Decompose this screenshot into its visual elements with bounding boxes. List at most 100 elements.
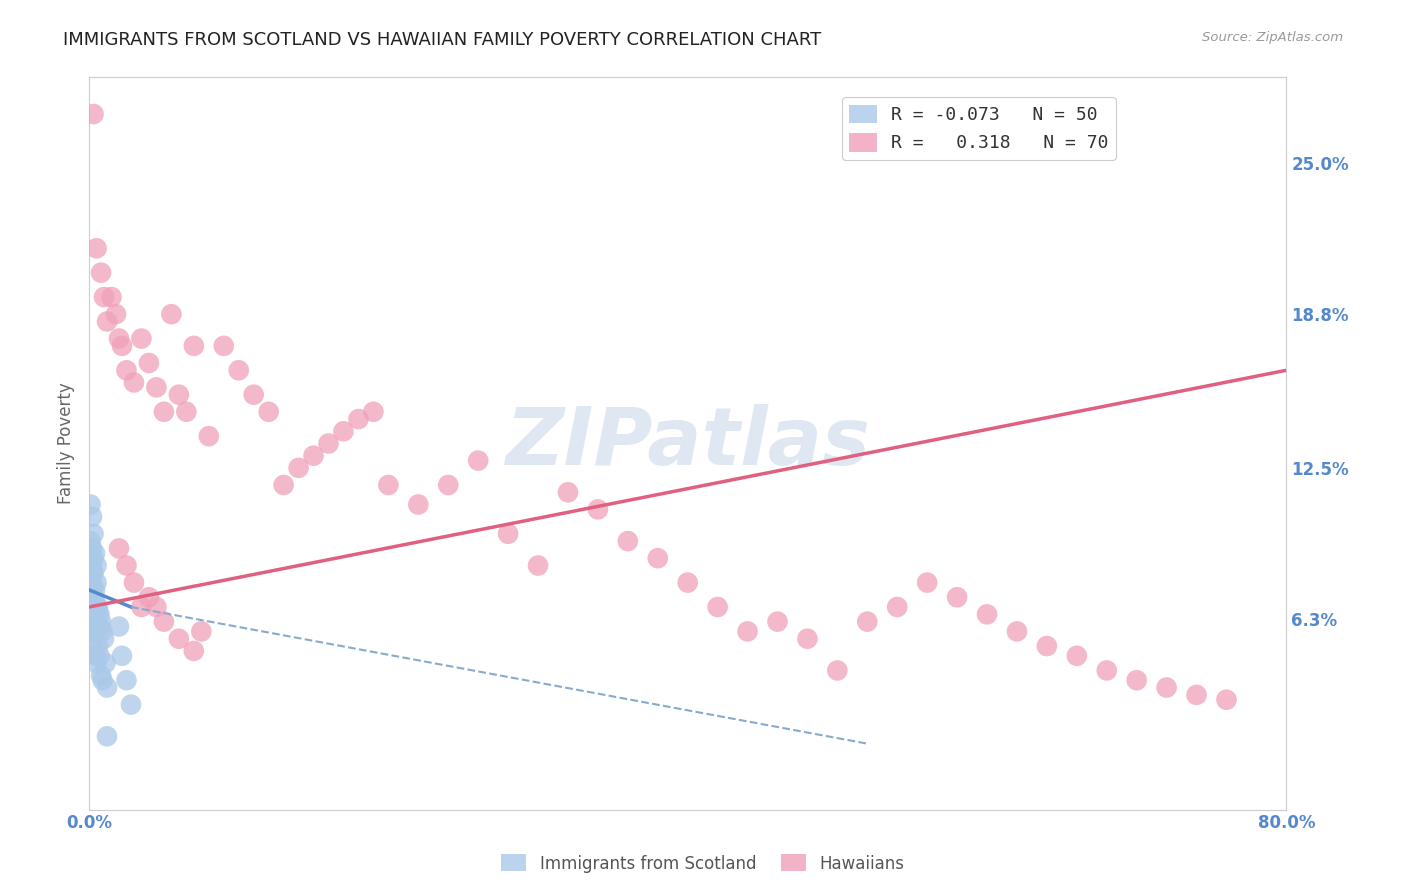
Point <box>91 624 114 639</box>
Point <box>83 632 105 646</box>
Point <box>737 624 759 639</box>
Point <box>83 615 105 629</box>
Point <box>318 436 340 450</box>
Text: ZIPatlas: ZIPatlas <box>505 404 870 483</box>
Point <box>80 566 103 580</box>
Point <box>1095 664 1118 678</box>
Point <box>647 551 669 566</box>
Point <box>138 356 160 370</box>
Point <box>586 502 609 516</box>
Point <box>90 266 112 280</box>
Point <box>183 644 205 658</box>
Point <box>115 363 138 377</box>
Y-axis label: Family Poverty: Family Poverty <box>58 383 75 504</box>
Point <box>89 619 111 633</box>
Point <box>153 405 176 419</box>
Point <box>90 615 112 629</box>
Point <box>160 307 183 321</box>
Point <box>96 681 118 695</box>
Point <box>84 648 107 663</box>
Point <box>167 387 190 401</box>
Point <box>89 648 111 663</box>
Point <box>79 534 101 549</box>
Point <box>437 478 460 492</box>
Point <box>84 582 107 597</box>
Point <box>527 558 550 573</box>
Point <box>138 591 160 605</box>
Point <box>108 541 131 556</box>
Point <box>83 526 105 541</box>
Point <box>273 478 295 492</box>
Point <box>122 575 145 590</box>
Point <box>87 599 110 614</box>
Point <box>86 241 108 255</box>
Point <box>377 478 399 492</box>
Point <box>915 575 938 590</box>
Point <box>86 615 108 629</box>
Point <box>79 498 101 512</box>
Point <box>79 615 101 629</box>
Point <box>228 363 250 377</box>
Point <box>363 405 385 419</box>
Point <box>93 290 115 304</box>
Point <box>946 591 969 605</box>
Point <box>115 673 138 688</box>
Point <box>89 607 111 622</box>
Legend: Immigrants from Scotland, Hawaiians: Immigrants from Scotland, Hawaiians <box>495 847 911 880</box>
Point <box>496 526 519 541</box>
Point <box>91 673 114 688</box>
Point <box>111 339 134 353</box>
Point <box>827 664 849 678</box>
Point <box>94 656 117 670</box>
Point <box>100 290 122 304</box>
Point <box>86 575 108 590</box>
Point <box>212 339 235 353</box>
Point <box>122 376 145 390</box>
Point <box>145 380 167 394</box>
Point <box>676 575 699 590</box>
Point <box>976 607 998 622</box>
Point <box>87 607 110 622</box>
Point <box>557 485 579 500</box>
Point <box>1005 624 1028 639</box>
Point <box>145 599 167 614</box>
Point <box>198 429 221 443</box>
Point <box>1185 688 1208 702</box>
Point <box>83 107 105 121</box>
Point <box>131 599 153 614</box>
Point <box>79 591 101 605</box>
Point <box>796 632 818 646</box>
Point <box>190 624 212 639</box>
Point <box>856 615 879 629</box>
Point <box>83 566 105 580</box>
Point <box>80 558 103 573</box>
Point <box>1215 692 1237 706</box>
Point <box>153 615 176 629</box>
Point <box>105 307 128 321</box>
Point <box>80 509 103 524</box>
Point <box>347 412 370 426</box>
Point <box>84 619 107 633</box>
Point <box>96 729 118 743</box>
Point <box>86 558 108 573</box>
Point <box>617 534 640 549</box>
Point <box>287 461 309 475</box>
Point <box>93 632 115 646</box>
Point <box>80 582 103 597</box>
Point <box>131 332 153 346</box>
Point <box>467 453 489 467</box>
Point <box>111 648 134 663</box>
Point <box>79 551 101 566</box>
Point <box>766 615 789 629</box>
Point <box>84 546 107 560</box>
Point <box>242 387 264 401</box>
Point <box>1066 648 1088 663</box>
Point <box>80 541 103 556</box>
Text: IMMIGRANTS FROM SCOTLAND VS HAWAIIAN FAMILY POVERTY CORRELATION CHART: IMMIGRANTS FROM SCOTLAND VS HAWAIIAN FAM… <box>63 31 821 49</box>
Point <box>257 405 280 419</box>
Point <box>108 619 131 633</box>
Point <box>86 599 108 614</box>
Point <box>108 332 131 346</box>
Point <box>1156 681 1178 695</box>
Point <box>83 595 105 609</box>
